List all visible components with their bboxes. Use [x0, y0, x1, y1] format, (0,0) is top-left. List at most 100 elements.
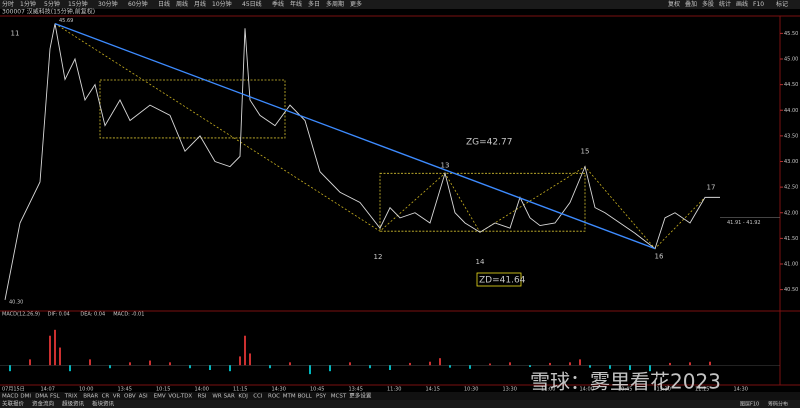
zd-box — [476, 272, 522, 287]
time-label: 13:45 — [349, 387, 363, 393]
tab[interactable]: 月线 — [194, 0, 206, 8]
time-label: 10:30 — [464, 387, 478, 393]
time-label: 11:00 — [541, 387, 555, 393]
macd-dea: DEA: 0.04 — [80, 312, 105, 318]
trendline — [54, 23, 656, 250]
tool[interactable]: 标记 — [776, 0, 788, 8]
indicator-tab[interactable]: 更多 — [349, 392, 361, 400]
price-line — [4, 23, 720, 300]
indicator-tab[interactable]: CR — [102, 394, 110, 400]
indicator-tab[interactable]: FSL — [50, 394, 61, 400]
y-tick-label: 44.50 — [784, 82, 798, 88]
low-label: 40.30 — [9, 299, 23, 305]
indicator-tab[interactable]: OBV — [124, 394, 136, 400]
bottom-tab[interactable]: 关联报价 — [2, 400, 25, 408]
time-label: 14:07 — [41, 387, 55, 393]
indicator-tab[interactable]: MTM — [283, 394, 296, 400]
time-label: 11:15 — [695, 387, 709, 393]
bottom-right[interactable]: 图层F10 — [740, 402, 759, 408]
time-label: 14:00 — [580, 387, 594, 393]
indicator-tab[interactable]: SAR — [224, 394, 235, 400]
indicator-tab[interactable]: RSI — [198, 394, 207, 400]
high-label: 45.69 — [59, 18, 73, 24]
zd-label: ZD=41.64 — [479, 276, 526, 286]
time-label: 13:30 — [503, 387, 517, 393]
time-label: 10:15 — [156, 387, 170, 393]
tab[interactable]: 更多 — [350, 0, 362, 8]
tab[interactable]: 日线 — [158, 0, 170, 8]
status-bar — [0, 400, 800, 408]
y-tick-label: 41.00 — [784, 262, 798, 268]
pivot-label: 11 — [11, 30, 20, 38]
tab[interactable]: 年线 — [290, 0, 302, 8]
pivot-label: 15 — [581, 148, 590, 156]
indicator-tab[interactable]: 设置 — [360, 392, 372, 400]
indicator-tab[interactable]: BRAR — [83, 394, 98, 400]
bottom-tab[interactable]: 板块资讯 — [92, 400, 115, 408]
time-label: 13:30 — [657, 387, 671, 393]
bottom-tab[interactable]: 资金流向 — [32, 400, 54, 408]
tab[interactable]: 5分钟 — [44, 0, 60, 8]
time-label: 14:30 — [734, 387, 748, 393]
indicator-tab[interactable]: TRIX — [64, 394, 78, 400]
indicator-tab[interactable]: MACD — [2, 394, 19, 400]
tab[interactable]: 多周期 — [326, 0, 344, 8]
time-label: 10:45 — [310, 387, 324, 393]
indicator-tab[interactable]: MCST — [331, 394, 347, 400]
time-label: 11:15 — [233, 387, 247, 393]
tab[interactable]: 45日线 — [242, 0, 262, 8]
tab[interactable]: 15分钟 — [68, 0, 88, 8]
y-tick-label: 44.00 — [784, 108, 798, 114]
tool[interactable]: 复权 — [668, 0, 680, 8]
y-tick-label: 45.50 — [784, 31, 798, 37]
tool[interactable]: 画线 — [736, 0, 748, 8]
tab[interactable]: 30分钟 — [98, 0, 118, 8]
indicator-tab[interactable]: ASI — [139, 394, 148, 400]
tool[interactable]: 多股 — [702, 0, 714, 8]
indicator-bar — [0, 392, 800, 400]
pivot-label: 17 — [707, 183, 716, 191]
y-tick-label: 40.50 — [784, 287, 798, 293]
last-price-label: 41.91 - 41.92 — [727, 220, 761, 226]
time-label: 14:15 — [426, 387, 440, 393]
indicator-tab[interactable]: CCI — [253, 394, 263, 400]
macd-macd: MACD: -0.01 — [113, 312, 144, 318]
tab[interactable]: 分时 — [2, 0, 14, 8]
bottom-tab[interactable]: 超级资讯 — [62, 400, 85, 408]
indicator-tab[interactable]: DMI — [20, 394, 31, 400]
zg-label: ZG=42.77 — [466, 138, 512, 148]
pivot-label: 13 — [441, 161, 450, 169]
tool[interactable]: 叠加 — [685, 0, 697, 8]
indicator-tab[interactable]: KDJ — [238, 394, 248, 400]
time-label: 14:30 — [272, 387, 286, 393]
indicator-tab[interactable]: ROC — [268, 394, 280, 400]
tab[interactable]: 多日 — [308, 0, 320, 8]
stock-title: 300007 汉威科技(15分钟,前复权) — [2, 8, 95, 16]
time-label: 10:00 — [79, 387, 93, 393]
time-label: 14:00 — [195, 387, 209, 393]
indicator-tab[interactable]: WR — [212, 394, 221, 400]
indicator-tab[interactable]: EMV — [154, 394, 166, 400]
tab[interactable]: 周线 — [176, 0, 188, 8]
pivot-label: 12 — [374, 253, 383, 261]
macd-dif: DIF: 0.04 — [48, 312, 70, 318]
tab[interactable]: 60分钟 — [128, 0, 148, 8]
indicator-tab[interactable]: PSY — [316, 394, 327, 400]
time-label: 11:30 — [387, 387, 401, 393]
indicator-tab[interactable]: BOLL — [298, 394, 313, 400]
macd-title: MACD(12,26,9) — [2, 312, 40, 318]
indicator-tab[interactable]: VR — [113, 394, 121, 400]
tool[interactable]: F10 — [753, 1, 764, 8]
indicator-tab[interactable]: VOL-TDX — [168, 394, 192, 400]
tab[interactable]: 1分钟 — [20, 0, 36, 8]
time-label: 10:45 — [618, 387, 632, 393]
pivot-label: 16 — [655, 253, 664, 261]
y-tick-label: 42.00 — [784, 210, 798, 216]
tool[interactable]: 统计 — [719, 0, 731, 8]
tab[interactable]: 季线 — [272, 0, 284, 8]
bottom-right[interactable]: 筹码分布 — [768, 401, 788, 408]
tab[interactable]: 10分钟 — [212, 0, 232, 8]
indicator-tab[interactable]: DMA — [35, 394, 48, 400]
time-label: 13:45 — [118, 387, 132, 393]
